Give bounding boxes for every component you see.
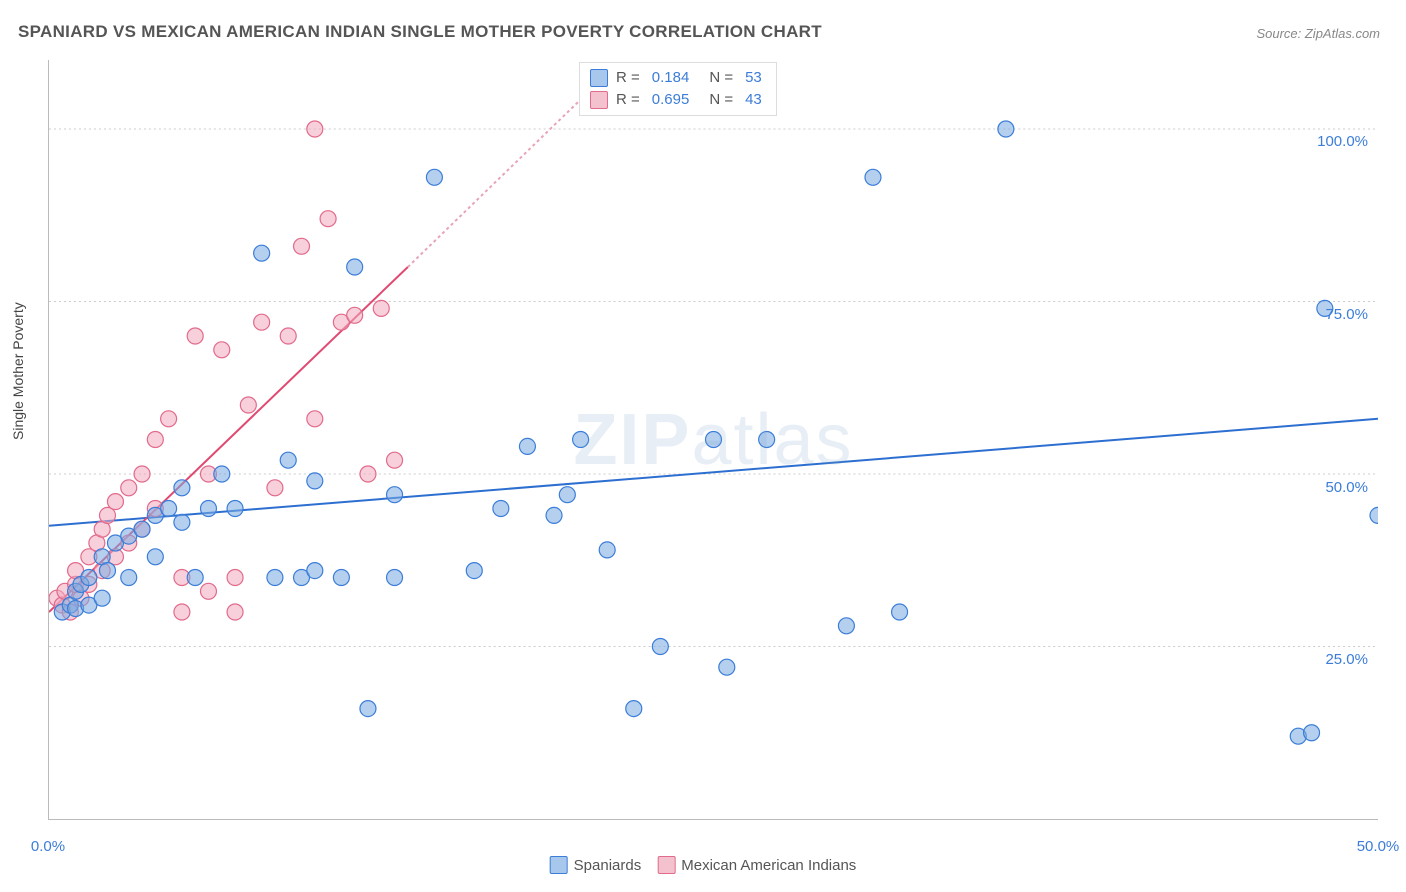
r-label: R =	[616, 67, 640, 89]
x-tick-label: 0.0%	[18, 838, 78, 855]
y-tick-label: 100.0%	[1308, 133, 1368, 150]
y-tick-label: 50.0%	[1308, 479, 1368, 496]
legend-label: Mexican American Indians	[681, 857, 856, 874]
n-value: 53	[745, 67, 762, 89]
series-legend: Spaniards Mexican American Indians	[550, 856, 857, 874]
chart-container: SPANIARD VS MEXICAN AMERICAN INDIAN SING…	[0, 0, 1406, 892]
legend-item: Mexican American Indians	[657, 856, 856, 874]
r-value: 0.695	[652, 89, 690, 111]
legend-row: R = 0.695 N = 43	[590, 89, 766, 111]
legend-swatch-pink	[657, 856, 675, 874]
y-tick-label: 75.0%	[1308, 306, 1368, 323]
legend-swatch-blue	[550, 856, 568, 874]
r-label: R =	[616, 89, 640, 111]
n-value: 43	[745, 89, 762, 111]
legend-swatch-blue	[590, 69, 608, 87]
r-value: 0.184	[652, 67, 690, 89]
n-label: N =	[709, 89, 733, 111]
y-tick-label: 25.0%	[1308, 651, 1368, 668]
source-label: Source: ZipAtlas.com	[1256, 26, 1380, 41]
legend-swatch-pink	[590, 91, 608, 109]
y-axis-label: Single Mother Poverty	[10, 302, 26, 440]
legend-label: Spaniards	[574, 857, 642, 874]
chart-title: SPANIARD VS MEXICAN AMERICAN INDIAN SING…	[18, 22, 822, 42]
n-label: N =	[709, 67, 733, 89]
legend-item: Spaniards	[550, 856, 642, 874]
legend-row: R = 0.184 N = 53	[590, 67, 766, 89]
correlation-legend: R = 0.184 N = 53 R = 0.695 N = 43	[579, 62, 777, 116]
plot-svg	[49, 60, 1378, 819]
plot-area: ZIPatlas R = 0.184 N = 53 R = 0.695 N = …	[48, 60, 1378, 820]
x-tick-label: 50.0%	[1348, 838, 1406, 855]
